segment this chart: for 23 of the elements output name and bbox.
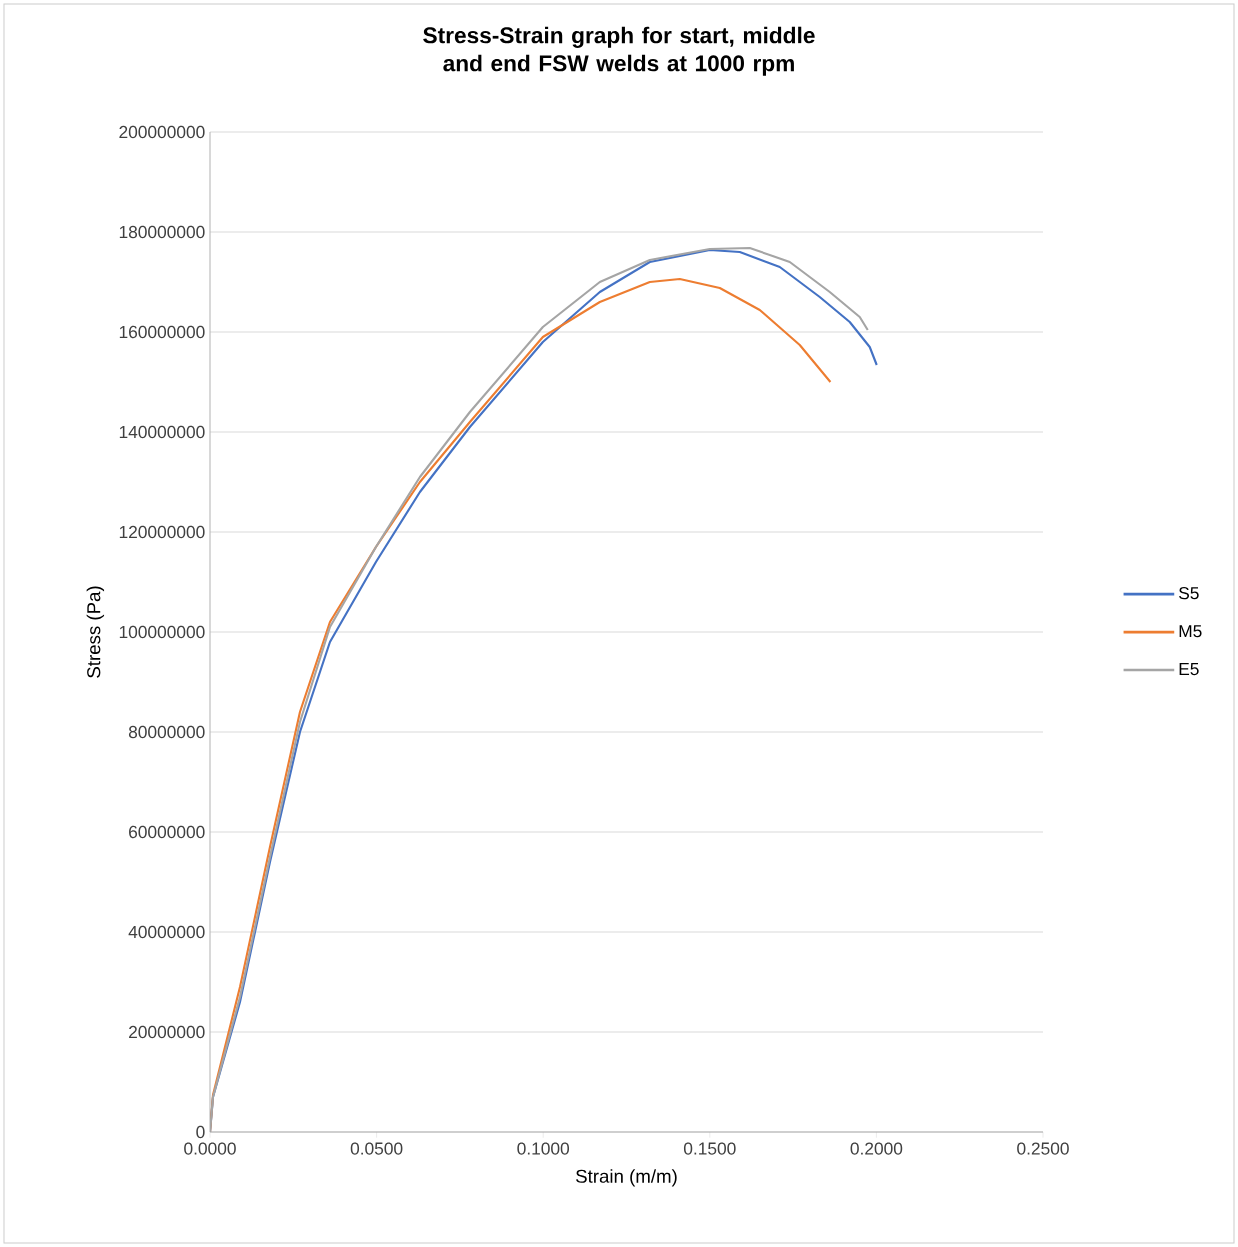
y-tick-label: 180000000 — [119, 225, 205, 239]
y-tick-label: 160000000 — [119, 325, 205, 339]
y-tick-label: 200000000 — [119, 125, 205, 139]
legend-label: M5 — [1179, 625, 1202, 638]
y-tick-label: 80000000 — [128, 725, 205, 739]
x-axis-title: Strain (m/m) — [576, 1169, 677, 1187]
y-tick-label: 40000000 — [128, 925, 205, 939]
x-tick-label: 0.0000 — [184, 1142, 236, 1155]
y-tick-label: 120000000 — [119, 525, 205, 539]
x-tick-label: 0.1000 — [517, 1142, 570, 1155]
x-tick-label: 0.2000 — [850, 1142, 903, 1155]
x-tick-label: 0.2500 — [1017, 1142, 1069, 1155]
x-tick-label: 0.0500 — [350, 1142, 403, 1155]
legend-label: E5 — [1179, 663, 1199, 676]
x-tick-label: 0.1500 — [683, 1142, 736, 1155]
y-tick-label: 100000000 — [119, 625, 205, 639]
y-tick-label: 0 — [196, 1125, 205, 1139]
y-tick-label: 60000000 — [129, 825, 205, 839]
y-tick-label: 140000000 — [119, 425, 205, 439]
chart-title: Stress-Strain graph for start, middle and end FSW welds at 1000 rpm — [423, 26, 815, 76]
y-axis-title: Stress (Pa) — [86, 586, 105, 678]
y-tick-label: 20000000 — [129, 1025, 205, 1039]
legend-label: S5 — [1179, 587, 1199, 600]
